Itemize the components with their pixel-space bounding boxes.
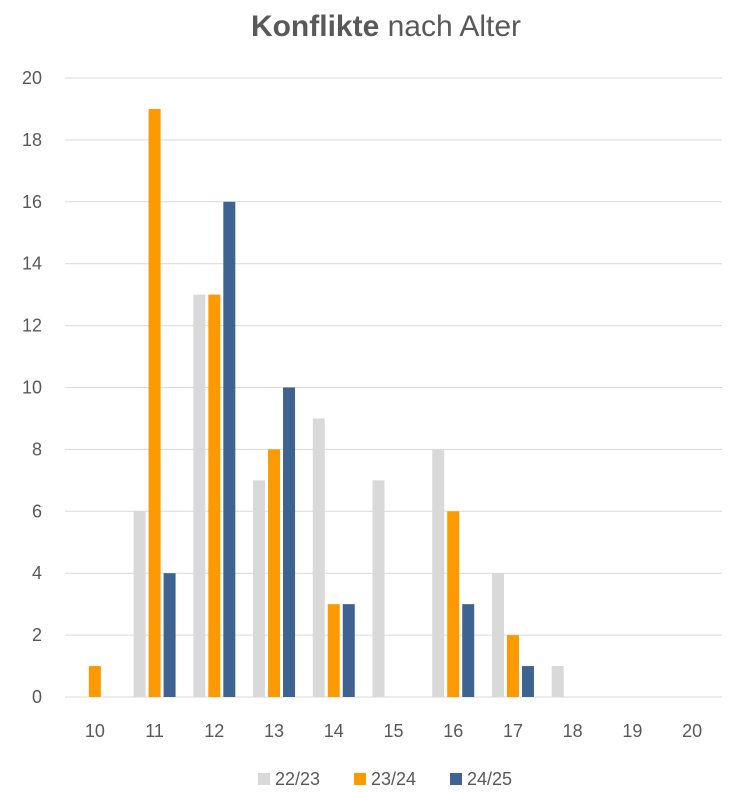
bar-23-24-age-17 — [506, 635, 519, 697]
y-tick-label: 0 — [32, 687, 42, 707]
bar-24-25-age-13 — [283, 387, 296, 697]
bar-22-23-age-18 — [551, 666, 564, 697]
bar-24-25-age-11 — [163, 573, 176, 697]
bar-22-23-age-13 — [253, 480, 266, 697]
x-tick-label: 17 — [503, 721, 523, 741]
bar-22-23-age-12 — [193, 294, 206, 697]
bar-23-24-age-14 — [327, 604, 340, 697]
y-tick-label: 2 — [32, 625, 42, 645]
y-axis-ticks: 0 2 4 6 8 10 12 14 16 18 20 — [22, 68, 42, 707]
x-tick-label: 10 — [85, 721, 105, 741]
x-tick-label: 12 — [204, 721, 224, 741]
bar-22-23-age-17 — [491, 573, 504, 697]
x-tick-label: 20 — [682, 721, 702, 741]
bar-22-23-age-15 — [372, 480, 385, 697]
x-tick-label: 13 — [264, 721, 284, 741]
y-tick-label: 14 — [22, 254, 42, 274]
x-tick-label: 19 — [622, 721, 642, 741]
bar-22-23-age-16 — [432, 449, 445, 697]
legend: 22/23 23/24 24/25 — [258, 769, 512, 789]
y-tick-label: 16 — [22, 192, 42, 212]
x-tick-label: 15 — [383, 721, 403, 741]
chart-title: Konflikte nach Alter — [251, 10, 521, 43]
bar-24-25-age-12 — [223, 201, 236, 698]
bar-23-24-age-12 — [208, 294, 221, 697]
x-tick-label: 11 — [145, 721, 164, 741]
y-tick-label: 8 — [32, 439, 42, 459]
x-axis-ticks: 10 11 12 13 14 15 16 17 18 19 20 — [85, 721, 702, 741]
y-tick-label: 20 — [22, 68, 42, 88]
x-tick-label: 16 — [443, 721, 463, 741]
y-tick-label: 6 — [32, 501, 42, 521]
bar-23-24-age-16 — [447, 511, 460, 697]
bar-24-25-age-17 — [521, 666, 534, 697]
legend-label-24-25: 24/25 — [467, 769, 512, 789]
legend-label-23-24: 23/24 — [371, 769, 416, 789]
gridlines — [65, 77, 722, 698]
legend-swatch-22-23 — [258, 773, 270, 785]
x-tick-label: 18 — [563, 721, 583, 741]
y-tick-label: 10 — [22, 378, 42, 398]
bar-23-24-age-13 — [268, 449, 281, 697]
x-tick-label: 14 — [324, 721, 344, 741]
y-tick-label: 18 — [22, 130, 42, 150]
chart-title-bold: Konflikte — [251, 10, 379, 43]
bar-22-23-age-11 — [133, 511, 146, 697]
bar-23-24-age-11 — [148, 108, 161, 697]
chart-title-rest: nach Alter — [379, 10, 521, 43]
legend-swatch-23-24 — [354, 773, 366, 785]
bar-24-25-age-16 — [462, 604, 475, 697]
legend-label-22-23: 22/23 — [275, 769, 320, 789]
bar-24-25-age-14 — [342, 604, 355, 697]
y-tick-label: 12 — [22, 316, 42, 336]
bar-22-23-age-14 — [312, 418, 325, 697]
legend-swatch-24-25 — [450, 773, 462, 785]
y-tick-label: 4 — [32, 563, 42, 583]
bars — [88, 108, 564, 698]
bar-23-24-age-10 — [88, 666, 101, 697]
